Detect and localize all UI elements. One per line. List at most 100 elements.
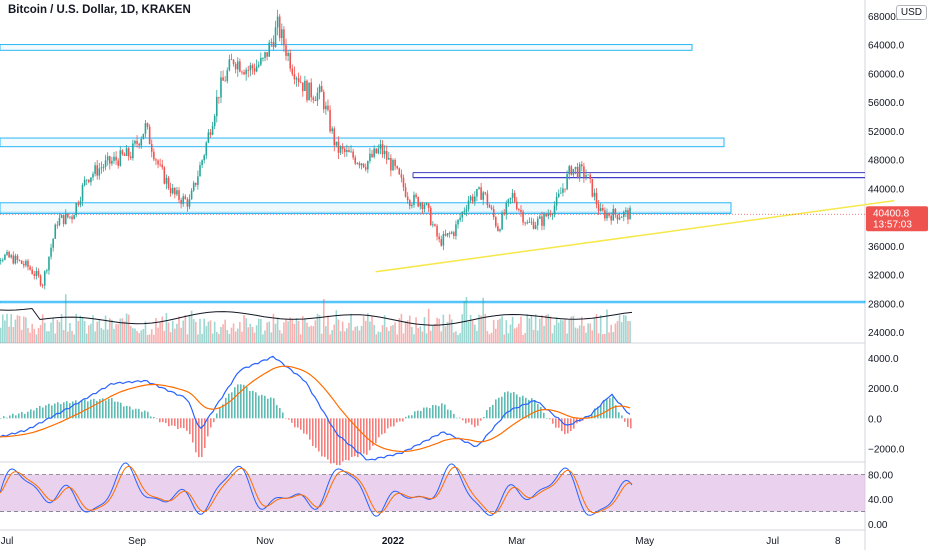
candle-body — [272, 42, 275, 48]
macd-histogram-bar — [255, 392, 257, 419]
volume-bar — [601, 334, 604, 343]
candle-body — [27, 260, 29, 267]
volume-bar — [599, 315, 602, 343]
macd-histogram-bar — [135, 408, 137, 419]
candle-body — [239, 61, 241, 72]
candle-body — [606, 213, 608, 219]
macd-histogram-bar — [105, 400, 107, 419]
volume-bar — [614, 323, 617, 343]
candle-body — [478, 187, 480, 190]
volume-bar — [232, 323, 235, 343]
volume-bar — [507, 333, 510, 343]
macd-histogram-bar — [288, 418, 290, 420]
volume-bar — [310, 325, 312, 343]
volume-bar — [622, 314, 625, 343]
candle-body — [534, 225, 537, 229]
macd-histogram-bar — [0, 418, 2, 419]
volume-bar — [50, 322, 52, 343]
macd-histogram-bar — [474, 418, 476, 428]
macd-histogram-bar — [36, 407, 38, 419]
volume-bar — [618, 315, 621, 343]
volume-bar — [64, 294, 67, 343]
volume-bar — [157, 327, 159, 343]
macd-histogram-bar — [507, 391, 509, 419]
volume-bar — [8, 326, 10, 343]
candle-body — [18, 259, 21, 261]
candle-body — [10, 255, 12, 258]
candle-body — [25, 260, 27, 266]
price-tick-label: 32000.0 — [868, 271, 905, 282]
macd-histogram-bar — [177, 418, 179, 430]
volume-bar — [568, 318, 571, 343]
candle-body — [427, 203, 430, 208]
volume-bar — [169, 332, 172, 343]
candle-body — [432, 224, 434, 226]
volume-bar — [425, 333, 428, 343]
volume-bar — [186, 334, 189, 343]
candle-body — [467, 200, 470, 210]
candle-body — [301, 82, 304, 92]
candle-body — [274, 27, 277, 48]
macd-histogram-bar — [78, 402, 80, 419]
stoch-tick-label: 80.00 — [868, 470, 893, 481]
macd-histogram-bar — [111, 398, 113, 419]
volume-bar — [501, 316, 503, 343]
candle-body — [610, 215, 612, 221]
candle-body — [329, 109, 331, 132]
volume-bar — [396, 334, 398, 343]
volume-bar — [285, 319, 287, 343]
volume-bar — [104, 315, 107, 343]
candle-body — [465, 209, 468, 212]
volume-bar — [111, 319, 113, 343]
candle-body — [314, 99, 317, 101]
candle-body — [278, 16, 281, 38]
volume-bar — [459, 333, 461, 343]
macd-histogram-bar — [141, 411, 143, 419]
macd-tick-label: −2000.0 — [868, 444, 905, 455]
volume-bar — [515, 327, 518, 343]
candle-body — [60, 215, 63, 218]
macd-histogram-bar — [159, 418, 161, 423]
volume-bar — [106, 329, 109, 343]
macd-histogram-bar — [225, 397, 227, 419]
volume-bar — [6, 313, 8, 343]
volume-bar — [197, 334, 199, 343]
volume-bar — [522, 334, 524, 343]
macd-histogram-bar — [213, 418, 215, 423]
candle-body — [155, 159, 157, 161]
volume-bar — [497, 320, 499, 343]
volume-bar — [392, 325, 394, 343]
candle-body — [520, 209, 522, 212]
macd-histogram-bar — [492, 404, 494, 419]
time-tick-label: May — [635, 536, 654, 547]
macd-histogram-bar — [264, 395, 266, 419]
macd-histogram-bar — [45, 405, 47, 419]
candle-body — [295, 78, 298, 80]
candle-body — [320, 86, 323, 92]
currency-button[interactable]: USD — [895, 5, 927, 20]
macd-histogram-bar — [231, 392, 233, 419]
price-tick-label: 24000.0 — [868, 328, 905, 339]
candle-body — [436, 225, 438, 237]
candle-body — [564, 188, 566, 190]
volume-bar — [167, 322, 170, 343]
macd-histogram-bar — [186, 418, 188, 431]
macd-histogram-bar — [261, 394, 263, 419]
candle-body — [247, 69, 250, 71]
candle-body — [618, 217, 621, 220]
volume-bar — [266, 322, 268, 343]
candle-body — [92, 173, 94, 178]
candle-body — [33, 274, 36, 276]
candle-body — [450, 232, 453, 234]
macd-histogram-bar — [354, 418, 356, 457]
macd-histogram-bar — [504, 392, 506, 419]
candle-body — [255, 66, 258, 72]
candle-body — [381, 144, 384, 155]
volume-bar — [536, 330, 539, 343]
candle-body — [228, 59, 231, 71]
candle-body — [570, 166, 573, 175]
macd-histogram-bar — [627, 418, 629, 427]
macd-histogram-bar — [150, 416, 152, 419]
price-tick-label: 44000.0 — [868, 184, 905, 195]
